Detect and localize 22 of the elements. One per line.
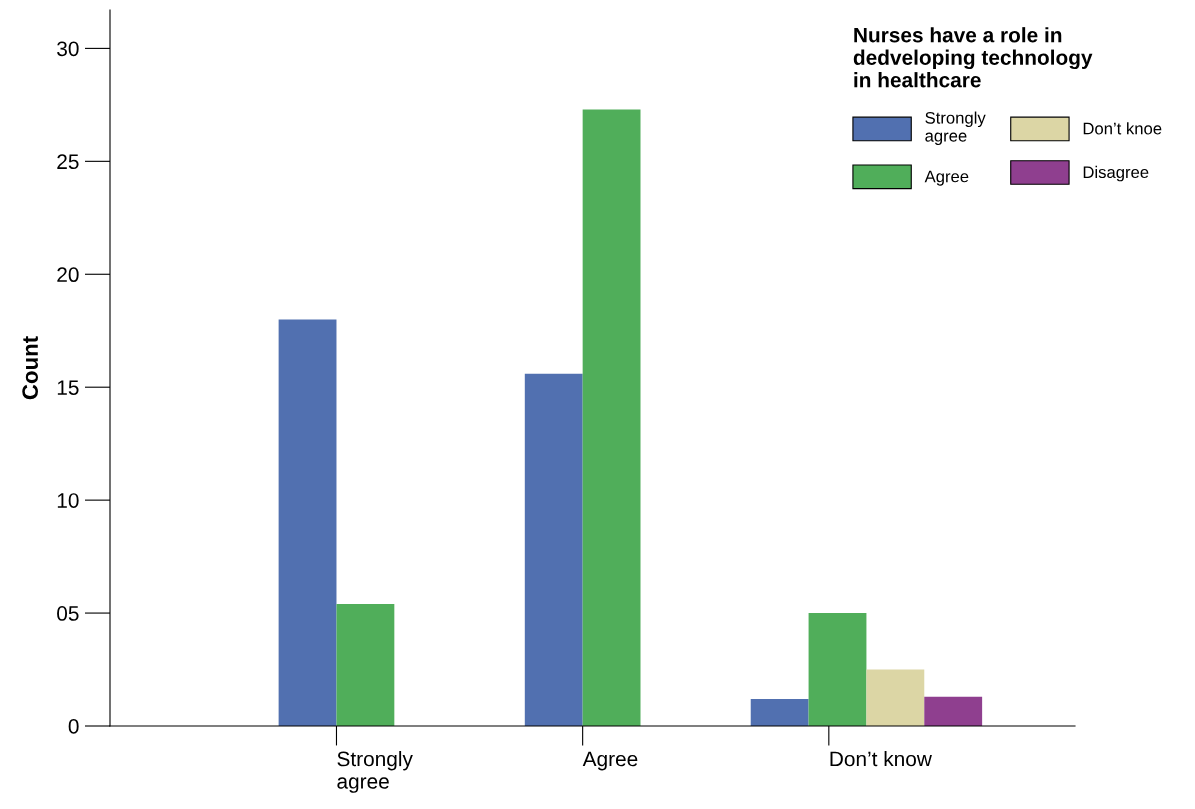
x-tick-label: Agree	[582, 751, 638, 771]
x-tick-label: Strongly agree	[337, 751, 413, 793]
y-tick-label: 25	[57, 154, 79, 170]
y-tick-label: 30	[57, 41, 79, 57]
y-tick-label: 10	[57, 493, 79, 508]
y-tick-label: 05	[57, 606, 79, 621]
y-tick-label: 15	[57, 380, 79, 395]
x-tick-label: Don’t know	[830, 751, 932, 767]
bar	[750, 698, 809, 726]
legend-label: Agree	[924, 170, 969, 186]
legend-label: Don’t knoe	[1083, 122, 1162, 135]
bar	[924, 696, 983, 726]
y-tick-label: 20	[57, 267, 79, 283]
y-axis-title: Count	[22, 336, 38, 400]
legend-label: Disagree	[1083, 165, 1149, 182]
bar	[336, 604, 395, 726]
y-tick-label: 0	[68, 719, 79, 734]
bar	[808, 613, 867, 726]
bar	[866, 669, 925, 726]
legend-label: Strongly agree	[925, 111, 986, 146]
bar	[278, 319, 337, 726]
legend-title: Nurses have a role in dedveloping technology in healthcare	[853, 27, 1093, 88]
